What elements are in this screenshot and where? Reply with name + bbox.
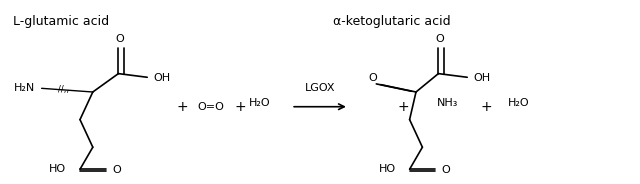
Text: +: +: [481, 100, 492, 114]
Text: L-glutamic acid: L-glutamic acid: [13, 15, 109, 28]
Text: HO: HO: [378, 164, 396, 174]
Text: OH: OH: [474, 73, 491, 83]
Text: α-ketoglutaric acid: α-ketoglutaric acid: [333, 15, 451, 28]
Text: O: O: [442, 165, 451, 175]
Text: H₂N: H₂N: [14, 83, 35, 93]
Text: OH: OH: [154, 73, 171, 83]
Text: +: +: [234, 100, 246, 114]
Text: O: O: [435, 34, 444, 44]
Text: +: +: [397, 100, 409, 114]
Text: //,,: //,,: [58, 85, 70, 94]
Text: LGOX: LGOX: [305, 83, 335, 93]
Text: HO: HO: [49, 164, 66, 174]
Text: H₂O: H₂O: [248, 98, 270, 108]
Text: NH₃: NH₃: [437, 98, 459, 108]
Text: H₂O: H₂O: [508, 98, 529, 108]
Text: O: O: [369, 73, 378, 83]
Text: +: +: [177, 100, 188, 114]
Text: O: O: [115, 34, 124, 44]
Text: O=O: O=O: [198, 102, 225, 112]
Text: O: O: [112, 165, 121, 175]
